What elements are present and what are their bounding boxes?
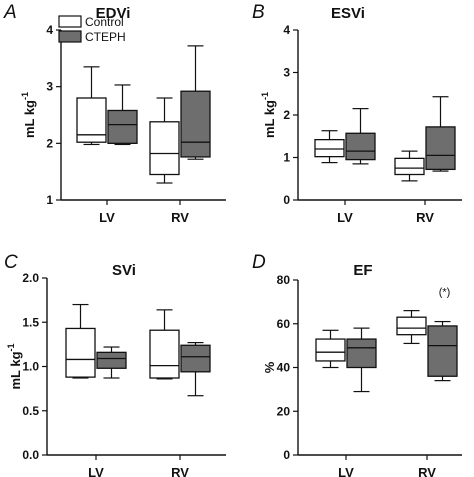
y-tick-label: 1.0 <box>22 360 39 374</box>
y-axis-label: mL kg-1 <box>6 343 23 389</box>
x-tick-label: LV <box>88 465 104 477</box>
chart-title: EDVi <box>96 5 131 22</box>
x-tick-label: RV <box>171 210 189 225</box>
y-axis-label-text: % <box>262 361 277 373</box>
box-iqr <box>396 316 427 336</box>
box-control-lv <box>76 66 107 146</box>
box-cteph-lv <box>345 108 376 165</box>
chart-title: SVi <box>112 262 136 279</box>
box-iqr <box>346 338 377 369</box>
y-axis-label-superscript: -1 <box>6 343 16 351</box>
box-control-lv <box>65 303 96 379</box>
box-cteph-rv <box>180 342 211 397</box>
x-tick-label: LV <box>337 210 353 225</box>
box-iqr <box>427 325 458 377</box>
y-tick-label: 3 <box>46 80 53 94</box>
box-cteph-lv <box>107 84 138 146</box>
box-control-rv <box>149 309 180 380</box>
legend-label-cteph: CTEPH <box>85 30 126 44</box>
y-axis-label-text: mL kg <box>22 100 37 138</box>
legend-label-control: Control <box>85 15 124 29</box>
y-tick-label: 0.5 <box>22 404 39 418</box>
y-tick-label: 0 <box>283 448 290 462</box>
box-iqr <box>76 97 107 143</box>
panel-b: B ESVi 0 1 2 3 4 mL kg-1 LV RV <box>252 2 462 225</box>
box-iqr <box>345 132 376 161</box>
y-tick-label: 60 <box>277 317 291 331</box>
y-tick-label: 0.0 <box>22 448 39 462</box>
y-axis-label-superscript: -1 <box>260 92 270 100</box>
y-axis-label: % <box>262 361 277 373</box>
y-tick-label: 80 <box>277 273 291 287</box>
y-tick-label: 1 <box>283 151 290 165</box>
panel-letter: C <box>4 252 18 273</box>
x-tick-label: RV <box>418 465 436 477</box>
box-iqr <box>107 109 138 144</box>
y-tick-label: 1 <box>46 193 53 207</box>
y-tick-label: 2 <box>46 136 53 150</box>
x-tick-label: LV <box>99 210 115 225</box>
y-axis-label: mL kg-1 <box>260 92 277 138</box>
panel-d: D EF 0 20 40 60 80% LV RV (*) <box>252 252 462 477</box>
box-iqr <box>180 90 211 158</box>
box-iqr <box>96 351 127 369</box>
y-axis-label-text: mL kg <box>262 100 277 138</box>
chart-title: EF <box>353 262 372 279</box>
box-control-lv <box>315 329 346 369</box>
box-control-rv <box>149 97 180 184</box>
box-iqr <box>149 329 180 379</box>
box-cteph-lv <box>346 327 377 393</box>
chart-title: ESVi <box>331 5 365 22</box>
box-cteph-rv <box>425 96 456 172</box>
x-tick-label: RV <box>171 465 189 477</box>
legend-swatch-control <box>58 15 82 28</box>
box-iqr <box>315 338 346 362</box>
box-control-rv <box>396 310 427 345</box>
y-axis-label-superscript: -1 <box>20 92 30 100</box>
x-tick-label: RV <box>416 210 434 225</box>
y-tick-label: 1.5 <box>22 315 39 329</box>
box-control-rv <box>394 150 425 182</box>
legend-swatch-cteph <box>58 30 82 43</box>
y-tick-label: 4 <box>283 23 290 37</box>
panel-letter: A <box>3 2 17 23</box>
y-tick-label: 0 <box>283 193 290 207</box>
box-iqr <box>314 138 345 158</box>
box-cteph-rv <box>180 45 211 160</box>
y-tick-label: 40 <box>277 361 291 375</box>
box-cteph-rv <box>427 320 458 382</box>
y-tick-label: 3 <box>283 66 290 80</box>
y-axis-label: mL kg-1 <box>20 92 37 138</box>
y-tick-label: 2.0 <box>22 271 39 285</box>
box-control-lv <box>314 130 345 164</box>
panel-letter: B <box>252 2 265 23</box>
panel-c: C SVi 0.0 0.5 1.0 1.5 2.0 mL kg-1 LV RV <box>4 252 226 477</box>
box-iqr <box>394 157 425 176</box>
significance-annotation: (*) <box>439 286 451 298</box>
box-iqr <box>149 121 180 176</box>
box-iqr <box>425 126 456 171</box>
box-iqr <box>180 344 211 373</box>
y-tick-label: 4 <box>46 23 53 37</box>
box-cteph-lv <box>96 346 127 379</box>
y-tick-label: 2 <box>283 108 290 122</box>
x-tick-label: LV <box>338 465 354 477</box>
panel-letter: D <box>252 252 266 273</box>
y-axis-label-text: mL kg <box>8 351 23 389</box>
box-iqr <box>65 327 96 378</box>
y-tick-label: 20 <box>277 404 291 418</box>
